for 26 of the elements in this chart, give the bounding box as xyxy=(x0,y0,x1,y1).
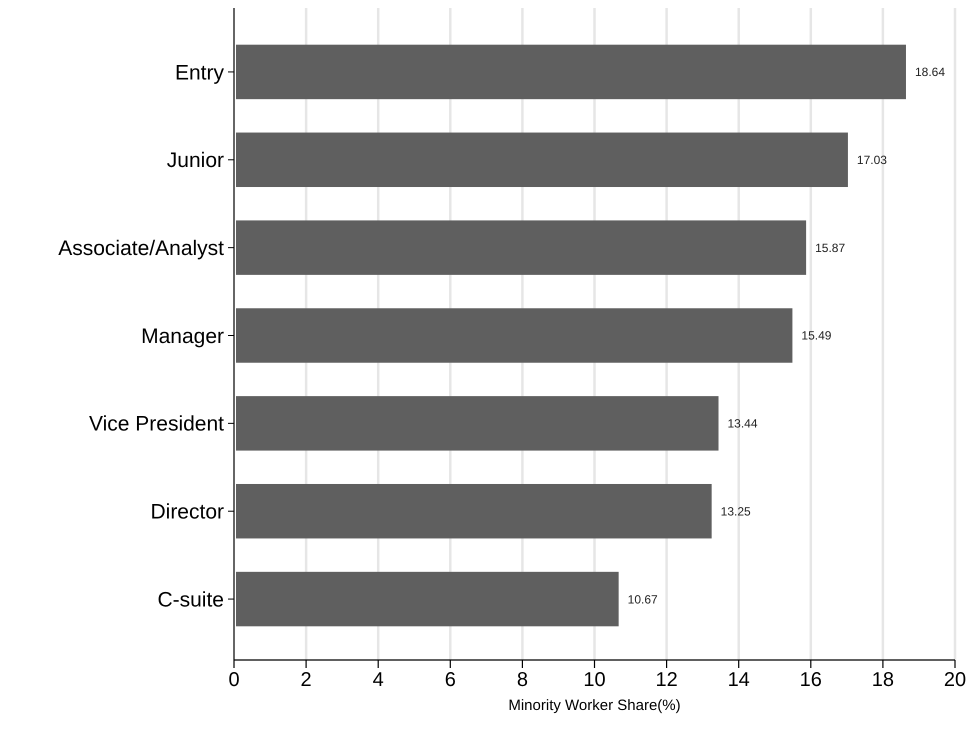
y-tick-label: C-suite xyxy=(157,588,224,612)
y-tick-label: Vice President xyxy=(88,412,224,436)
data-label: 15.49 xyxy=(801,328,832,343)
y-tick-label: Director xyxy=(150,500,224,524)
data-label: 10.67 xyxy=(628,592,658,606)
x-tick-label: 0 xyxy=(228,669,240,691)
x-tick-label: 8 xyxy=(516,669,528,691)
data-label: 18.64 xyxy=(914,65,946,80)
x-tick-label: 10 xyxy=(583,669,606,691)
data-label: 13.25 xyxy=(720,504,752,518)
x-tick-label: 2 xyxy=(300,669,312,691)
y-tick-label: Manager xyxy=(141,324,224,348)
x-tick-label: 4 xyxy=(372,669,384,691)
x-tick-label: 16 xyxy=(800,669,822,691)
y-tick-label: Entry xyxy=(174,61,224,84)
data-label: 13.44 xyxy=(728,416,758,431)
x-tick-label: 14 xyxy=(728,669,750,691)
y-tick-label: Associate/Analyst xyxy=(58,236,224,260)
x-tick-label: 6 xyxy=(444,669,456,691)
data-label: 17.03 xyxy=(856,152,888,167)
x-tick-label: 18 xyxy=(872,669,894,691)
y-tick-label: Junior xyxy=(166,149,224,172)
data-label: 15.87 xyxy=(815,240,846,255)
x-tick-label: 12 xyxy=(655,669,678,691)
x-axis-title: Minority Worker Share(%) xyxy=(508,697,681,714)
x-tick-label: 20 xyxy=(944,669,966,691)
